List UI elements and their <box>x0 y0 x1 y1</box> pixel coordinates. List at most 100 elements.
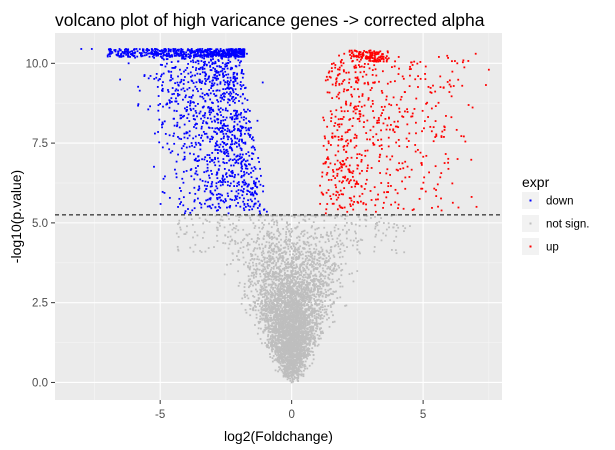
point-not-sign <box>307 273 310 276</box>
point-not-sign <box>294 376 297 379</box>
point-not-sign <box>275 318 278 321</box>
point-not-sign <box>268 318 270 321</box>
point-down <box>181 53 183 56</box>
point-down <box>195 170 198 173</box>
point-not-sign <box>305 309 308 312</box>
point-not-sign <box>330 231 332 234</box>
point-not-sign <box>261 243 263 246</box>
point-not-sign <box>283 356 285 358</box>
point-not-sign <box>252 284 254 287</box>
point-not-sign <box>283 371 286 374</box>
point-down <box>207 181 209 184</box>
point-down <box>187 208 189 210</box>
point-not-sign <box>285 339 288 342</box>
point-not-sign <box>289 315 292 318</box>
point-not-sign <box>278 315 281 318</box>
point-not-sign <box>270 268 272 271</box>
point-not-sign <box>293 290 296 293</box>
point-not-sign <box>274 351 277 353</box>
point-not-sign <box>301 360 303 363</box>
point-not-sign <box>319 264 322 266</box>
point-not-sign <box>305 292 308 294</box>
point-not-sign <box>286 378 289 381</box>
point-not-sign <box>329 304 332 307</box>
point-not-sign <box>288 303 291 305</box>
point-down <box>203 190 206 193</box>
point-not-sign <box>274 352 277 355</box>
point-not-sign <box>297 369 300 371</box>
point-not-sign <box>280 360 283 363</box>
point-not-sign <box>291 265 294 268</box>
point-down <box>172 67 175 69</box>
point-down <box>116 54 119 57</box>
point-not-sign <box>328 293 331 296</box>
point-not-sign <box>340 243 342 246</box>
point-not-sign <box>298 333 300 336</box>
point-not-sign <box>295 299 297 302</box>
point-not-sign <box>285 233 287 236</box>
point-not-sign <box>313 262 316 265</box>
point-not-sign <box>318 281 321 284</box>
point-not-sign <box>302 291 305 294</box>
point-not-sign <box>295 287 298 290</box>
point-not-sign <box>231 238 233 241</box>
point-not-sign <box>290 316 293 319</box>
point-down <box>222 158 225 160</box>
point-not-sign <box>317 278 320 281</box>
point-not-sign <box>305 255 307 258</box>
point-not-sign <box>322 257 325 260</box>
point-not-sign <box>323 226 326 229</box>
point-down <box>170 70 173 73</box>
point-not-sign <box>316 268 319 271</box>
point-not-sign <box>317 298 320 301</box>
point-not-sign <box>306 277 309 280</box>
point-down <box>216 65 218 68</box>
point-not-sign <box>262 250 264 253</box>
point-not-sign <box>280 238 282 241</box>
point-not-sign <box>312 261 315 263</box>
point-not-sign <box>248 268 251 271</box>
point-not-sign <box>291 330 294 333</box>
point-not-sign <box>293 267 296 269</box>
point-down <box>181 50 184 53</box>
point-not-sign <box>283 274 286 276</box>
point-not-sign <box>302 297 305 299</box>
point-not-sign <box>310 331 313 334</box>
point-down <box>219 100 222 103</box>
point-not-sign <box>310 332 313 335</box>
point-not-sign <box>282 228 285 230</box>
point-not-sign <box>305 319 308 322</box>
point-not-sign <box>253 268 256 271</box>
point-down <box>202 61 205 64</box>
point-not-sign <box>388 226 390 229</box>
point-down <box>236 73 238 76</box>
point-not-sign <box>260 342 263 345</box>
point-not-sign <box>307 353 310 356</box>
point-not-sign <box>282 334 284 336</box>
point-down <box>145 54 148 56</box>
point-not-sign <box>326 234 329 237</box>
point-not-sign <box>277 275 280 278</box>
point-not-sign <box>277 266 280 269</box>
point-not-sign <box>375 222 377 225</box>
point-not-sign <box>276 238 279 240</box>
point-not-sign <box>328 252 331 255</box>
point-not-sign <box>274 341 277 344</box>
point-not-sign <box>295 360 298 363</box>
point-not-sign <box>290 215 293 218</box>
point-not-sign <box>275 263 277 266</box>
point-down <box>242 72 245 75</box>
point-not-sign <box>311 321 313 324</box>
point-not-sign <box>267 330 270 333</box>
point-not-sign <box>267 342 270 344</box>
point-down <box>191 94 194 97</box>
point-down <box>257 157 260 159</box>
point-not-sign <box>304 318 307 320</box>
point-not-sign <box>286 331 289 334</box>
point-not-sign <box>299 364 302 367</box>
point-not-sign <box>263 309 266 311</box>
point-not-sign <box>300 312 303 315</box>
point-not-sign <box>297 352 300 354</box>
point-down <box>155 76 158 79</box>
point-not-sign <box>332 262 335 265</box>
